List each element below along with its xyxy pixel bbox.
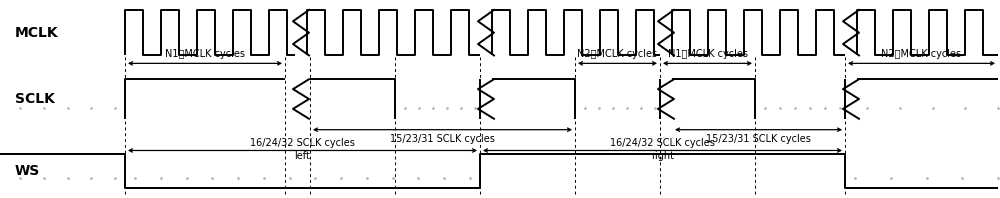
Text: 16/24/32 SCLK cycles: 16/24/32 SCLK cycles <box>610 137 715 148</box>
Text: N2个MCLK cycles: N2个MCLK cycles <box>577 49 658 59</box>
Text: MCLK: MCLK <box>15 26 59 40</box>
Text: SCLK: SCLK <box>15 92 55 106</box>
Text: N2个MCLK cycles: N2个MCLK cycles <box>881 49 962 59</box>
Text: left: left <box>295 151 310 162</box>
Text: N1个MCLK cycles: N1个MCLK cycles <box>668 49 748 59</box>
Text: WS: WS <box>15 164 40 178</box>
Text: right: right <box>651 151 674 162</box>
Text: 16/24/32 SCLK cycles: 16/24/32 SCLK cycles <box>250 137 355 148</box>
Text: 15/23/31 SCLK cycles: 15/23/31 SCLK cycles <box>706 134 811 144</box>
Text: 15/23/31 SCLK cycles: 15/23/31 SCLK cycles <box>390 134 495 144</box>
Text: N1个MCLK cycles: N1个MCLK cycles <box>165 49 245 59</box>
